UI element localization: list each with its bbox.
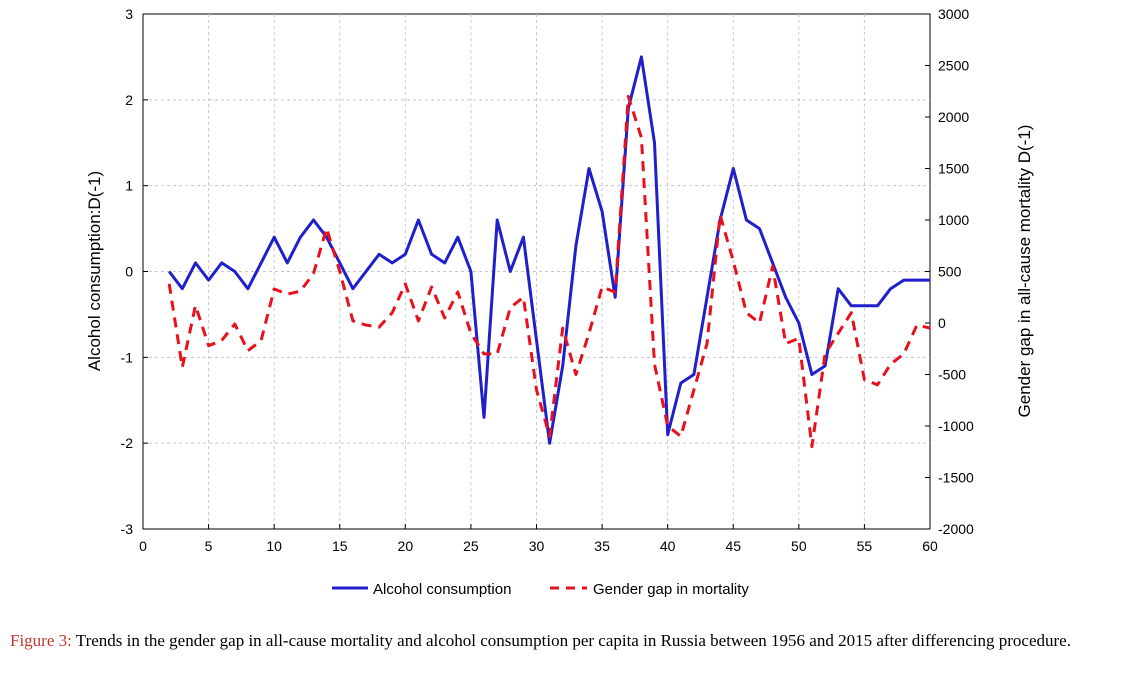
x-tick-label: 50 [791, 538, 807, 554]
right-y-tick-label: 0 [938, 315, 946, 331]
right-y-tick-label: 2000 [938, 109, 969, 125]
x-tick-label: 25 [463, 538, 479, 554]
right-y-tick-label: -2000 [938, 521, 974, 537]
right-y-tick-label: 3000 [938, 6, 969, 22]
legend: Alcohol consumption Gender gap in mortal… [332, 581, 749, 598]
right-y-tick-label: -500 [938, 367, 966, 383]
right-y-tick-label: 500 [938, 264, 962, 280]
x-tick-label: 35 [594, 538, 610, 554]
left-y-tick-label: 1 [125, 178, 133, 194]
figure-caption: Figure 3: Trends in the gender gap in al… [10, 630, 1114, 652]
caption-label: Figure 3: [10, 631, 72, 650]
right-y-axis: 3000 2500 2000 1500 1000 500 0 -500 -1000 -1500 -2… [925, 6, 974, 537]
caption-text: Trends in the gender gap in all-cause mo… [71, 631, 1071, 650]
legend-alcohol-label: Alcohol consumption [373, 581, 511, 598]
right-y-tick-label: 1500 [938, 161, 969, 177]
left-y-axis: 3 2 1 0 -1 -2 -3 [121, 6, 148, 537]
x-tick-label: 15 [332, 538, 348, 554]
left-y-tick-label: -3 [121, 521, 134, 537]
left-y-tick-label: 3 [125, 6, 133, 22]
gender-gap-series-line [167, 94, 931, 449]
x-tick-label: 55 [857, 538, 873, 554]
x-tick-label: 5 [205, 538, 213, 554]
x-tick-label: 10 [266, 538, 282, 554]
x-tick-label: 20 [398, 538, 414, 554]
legend-gender-label: Gender gap in mortality [593, 581, 749, 598]
series-layer [167, 55, 931, 449]
alcohol-series-line [168, 55, 930, 445]
right-y-tick-label: 2500 [938, 58, 969, 74]
x-tick-label: 60 [922, 538, 938, 554]
left-y-tick-label: -2 [121, 435, 134, 451]
left-y-tick-label: -1 [121, 349, 134, 365]
left-y-tick-label: 2 [125, 92, 133, 108]
horizontal-gridlines [143, 99, 930, 444]
right-y-tick-label: -1000 [938, 418, 974, 434]
right-axis-title: Gender gap in all-cause mortality D(-1) [1015, 125, 1034, 418]
x-tick-label: 0 [139, 538, 147, 554]
x-axis: 0 5 10 15 20 25 30 35 40 45 50 55 60 [139, 524, 938, 554]
left-axis-title: Alcohol consumption:D(-1) [85, 171, 104, 371]
x-tick-label: 30 [529, 538, 545, 554]
x-tick-label: 40 [660, 538, 676, 554]
right-y-tick-label: -1500 [938, 470, 974, 486]
left-y-tick-label: 0 [125, 264, 133, 280]
right-y-tick-label: 1000 [938, 212, 969, 228]
x-tick-label: 45 [725, 538, 741, 554]
